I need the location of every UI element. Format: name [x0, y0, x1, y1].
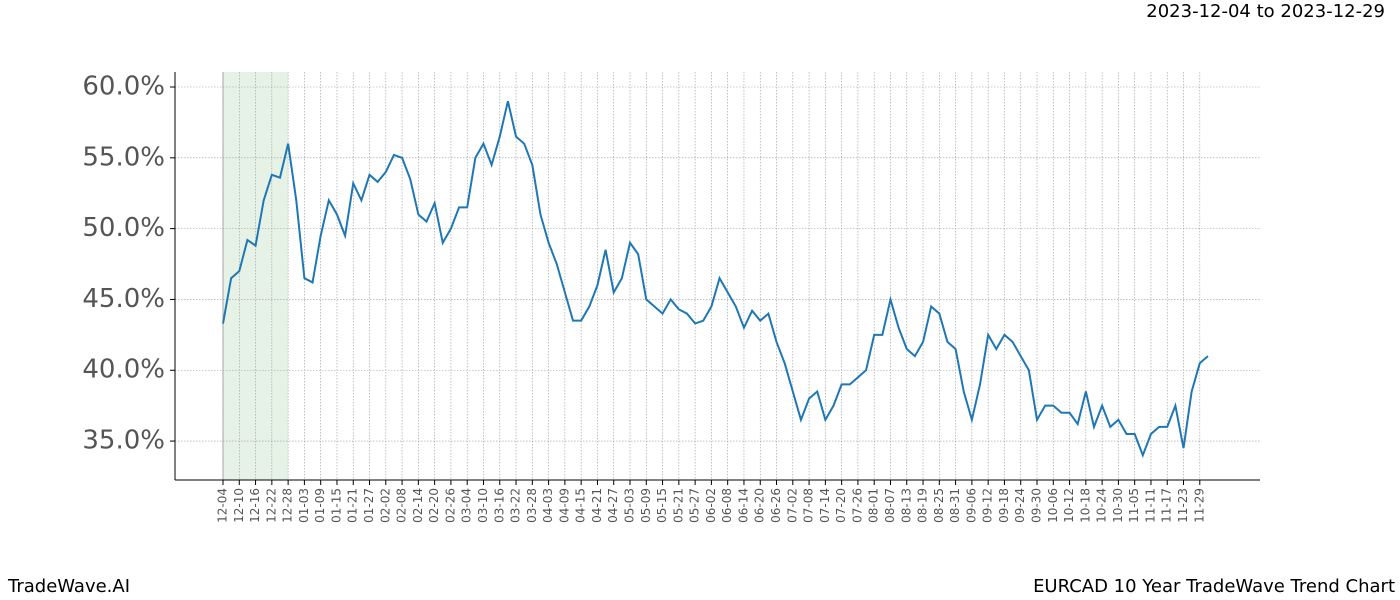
x-tick-label: 01-09 [313, 488, 327, 523]
x-tick-label: 05-03 [623, 488, 637, 523]
x-tick-label: 11-05 [1127, 488, 1141, 523]
x-tick-label: 01-21 [346, 488, 360, 523]
x-tick-label: 08-25 [932, 488, 946, 523]
x-tick-label: 07-14 [818, 488, 832, 523]
x-tick-label: 06-26 [769, 488, 783, 523]
x-tick-label: 12-16 [248, 488, 262, 523]
x-tick-label: 07-20 [834, 488, 848, 523]
plot-background [175, 72, 1260, 480]
x-tick-label: 07-02 [785, 488, 799, 523]
plot: 35.0% 40.0% 45.0% 50.0% 55.0% 60.0% 12-04 12-10… [82, 72, 1209, 523]
x-tick-label: 10-24 [1095, 488, 1109, 523]
x-tick-label: 03-16 [492, 488, 506, 523]
x-tick-label: 01-27 [362, 488, 376, 523]
x-tick-label: 11-11 [1143, 488, 1157, 523]
trend-line [222, 100, 1209, 459]
y-tick-label: 60.0% [82, 72, 165, 102]
x-tick-label: 05-15 [655, 488, 669, 523]
x-tick-label: 05-09 [639, 488, 653, 523]
x-tick-label: 04-27 [606, 488, 620, 523]
x-tick-label: 07-26 [850, 488, 864, 523]
chart-name: EURCAD 10 Year TradeWave Trend Chart [1033, 576, 1395, 597]
date-range: 2023-12-04 to 2023-12-29 [1146, 1, 1385, 22]
x-tick-label: 05-27 [688, 488, 702, 523]
x-tick-label: 02-26 [443, 488, 457, 523]
y-tick-label: 40.0% [82, 355, 165, 385]
x-tick-label: 07-08 [802, 488, 816, 523]
x-tick-label: 08-13 [899, 488, 913, 523]
x-tick-label: 10-18 [1078, 488, 1092, 523]
x-tick-label: 01-15 [329, 488, 343, 523]
brand: TradeWave.AI [7, 576, 130, 597]
x-tick-label: 02-20 [427, 488, 441, 523]
x-tick-label: 09-12 [981, 488, 995, 523]
y-tick-label: 45.0% [82, 284, 165, 314]
x-tick-label: 06-08 [720, 488, 734, 523]
x-tick-label: 08-31 [948, 488, 962, 523]
x-tick-label: 08-01 [867, 488, 881, 523]
x-tick-label: 09-30 [1030, 488, 1044, 523]
x-tick-label: 08-19 [916, 488, 930, 523]
x-tick-label: 11-23 [1176, 488, 1190, 523]
x-tick-label: 09-24 [1013, 488, 1027, 523]
x-tick-label: 12-28 [281, 488, 295, 523]
x-tick-label: 12-04 [216, 488, 230, 523]
y-tick-label: 35.0% [82, 426, 165, 456]
x-tick-label: 04-21 [590, 488, 604, 523]
x-tick-label: 12-22 [264, 488, 278, 523]
x-tick-label: 04-09 [557, 488, 571, 523]
y-tick-label: 50.0% [82, 213, 165, 243]
x-tick-label: 03-10 [476, 488, 490, 523]
x-tick-label: 10-30 [1111, 488, 1125, 523]
x-tick-label: 06-20 [753, 488, 767, 523]
x-tick-label: 06-02 [704, 488, 718, 523]
x-tick-label: 02-02 [378, 488, 392, 523]
x-tick-label: 10-06 [1046, 488, 1060, 523]
x-tick-label: 08-07 [883, 488, 897, 523]
y-tick-label: 55.0% [82, 142, 165, 172]
x-tick-label: 03-28 [525, 488, 539, 523]
x-tick-label: 12-10 [232, 488, 246, 523]
x-tick-label: 02-14 [411, 488, 425, 523]
x-tick-label: 01-03 [297, 488, 311, 523]
x-tick-label: 06-14 [736, 488, 750, 523]
x-tick-label: 04-15 [574, 488, 588, 523]
x-tick-label: 09-18 [997, 488, 1011, 523]
x-tick-label: 11-29 [1192, 488, 1206, 523]
x-tick-label: 05-21 [671, 488, 685, 523]
x-tick-label: 03-22 [509, 488, 523, 523]
x-tick-label: 09-06 [964, 488, 978, 523]
x-tick-label: 03-04 [460, 488, 474, 523]
x-tick-label: 04-03 [541, 488, 555, 523]
x-tick-label: 02-08 [395, 488, 409, 523]
x-tick-label: 10-12 [1062, 488, 1076, 523]
x-tick-label: 11-17 [1160, 488, 1174, 523]
